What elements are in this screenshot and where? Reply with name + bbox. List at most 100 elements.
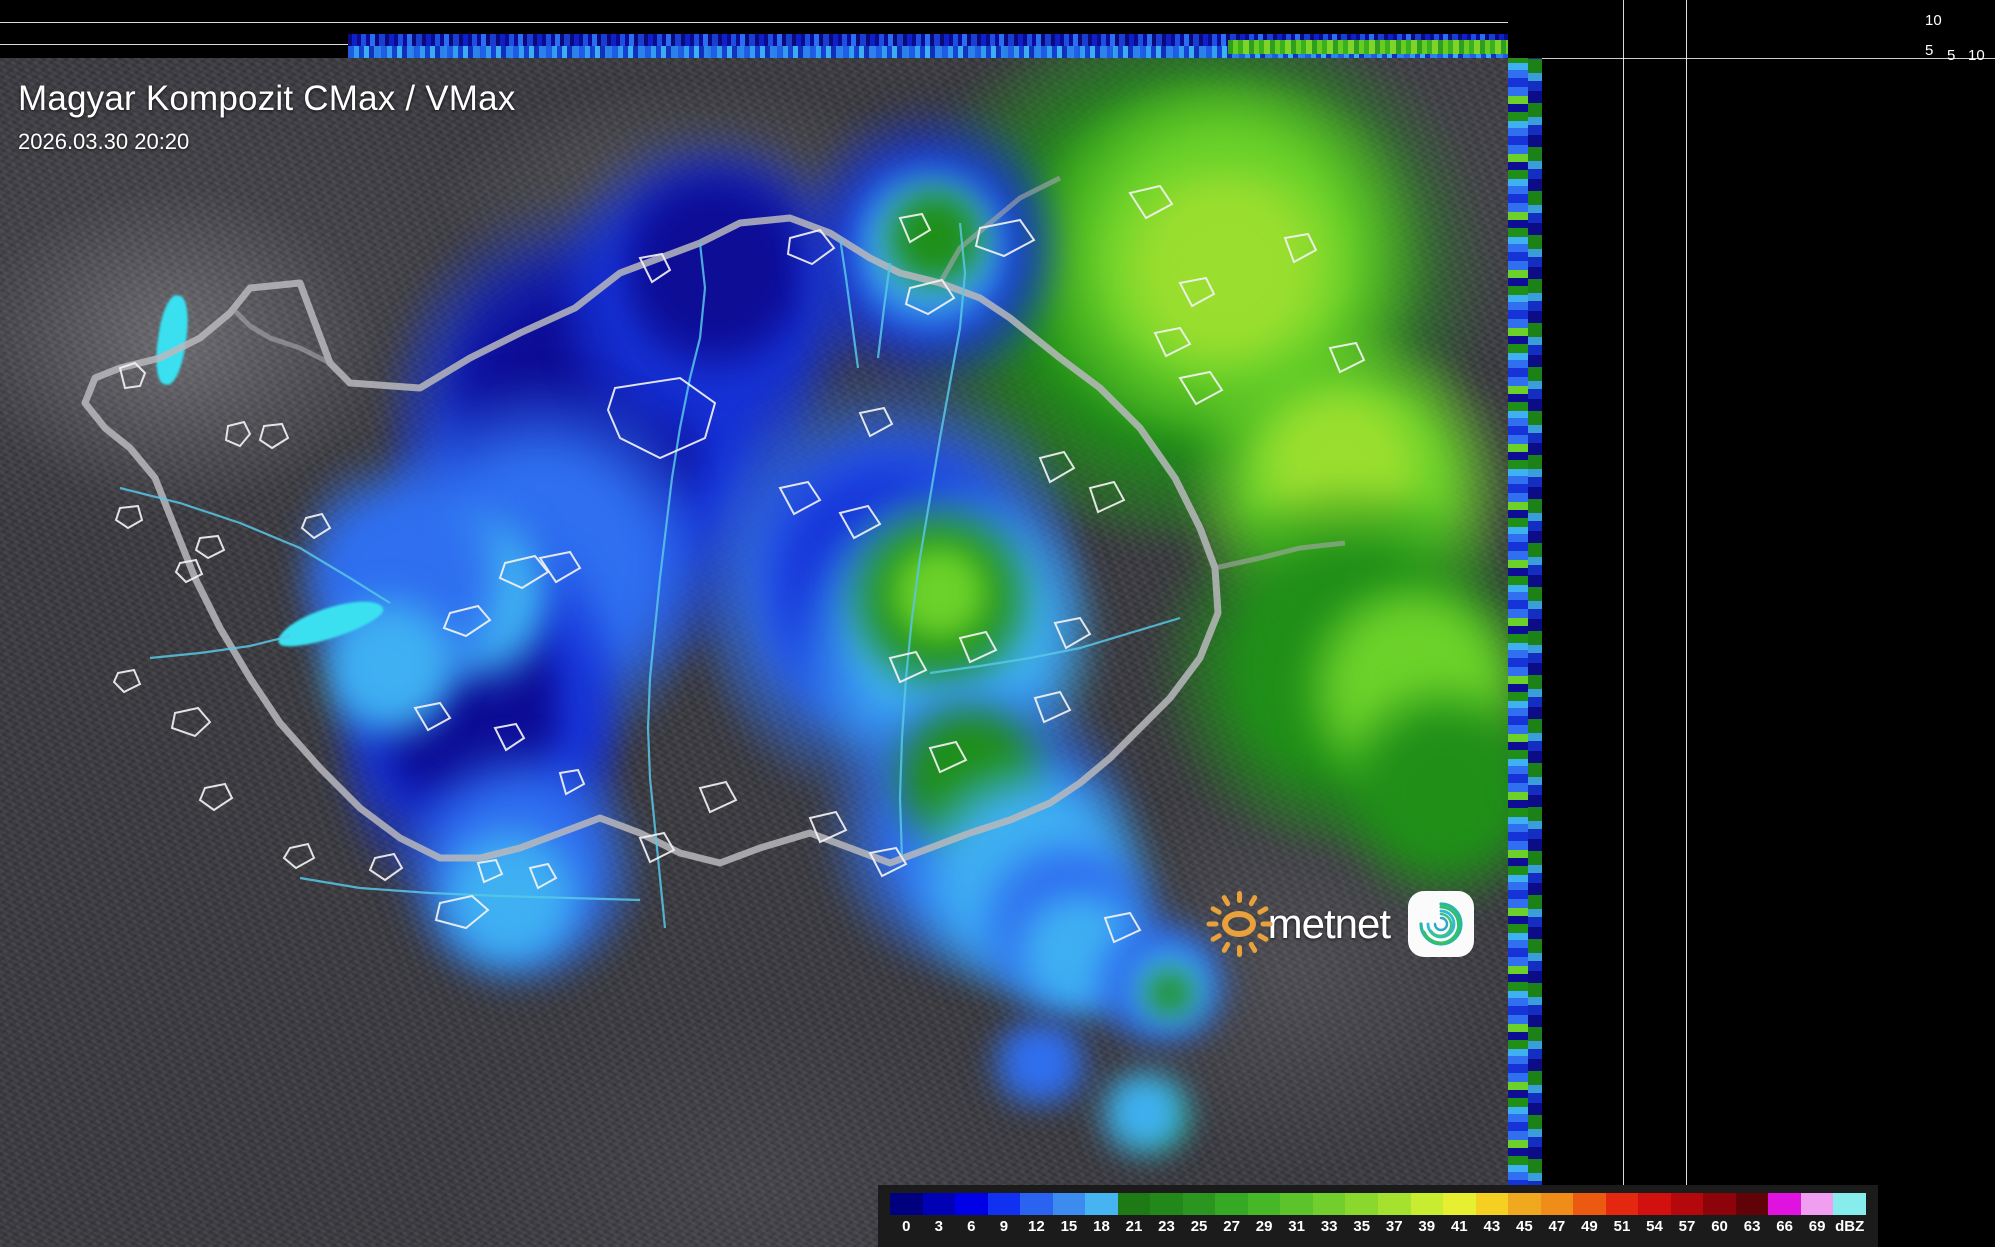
scale-tick-label: 49 [1581,1218,1598,1235]
sun-ray [1247,940,1258,954]
color-swatch [1247,1193,1281,1215]
xsec-band-green [1228,40,1508,54]
right-gridline-10km [1686,0,1687,1247]
scale-tick-label: 25 [1190,1218,1208,1235]
right-panel-top-rule [1508,58,1995,59]
color-swatch [1735,1193,1769,1215]
sun-ray [1220,894,1231,908]
scale-tick-label: 60 [1711,1218,1728,1235]
right-cross-section-echo [1508,58,1528,1247]
color-swatch [1345,1193,1378,1215]
color-swatch [890,1193,923,1215]
color-swatch [1410,1193,1444,1215]
color-swatch [1508,1193,1541,1215]
sun-ray [1247,894,1258,908]
xsec-band-lightblue [348,46,1508,58]
top-cross-section-echo [348,34,1508,58]
color-swatch [922,1193,956,1215]
scale-tick-label: 23 [1158,1218,1175,1235]
right-cross-section-panel [1508,0,1995,1247]
page-title: Magyar Kompozit CMax / VMax [18,79,516,118]
scale-tick-label: 9 [999,1218,1009,1235]
spiral-glyph [1419,902,1463,946]
radar-echo-layer [0,58,1508,1247]
color-swatch [1573,1193,1606,1215]
scale-tick-label: 15 [1060,1218,1078,1235]
scale-tick-label: 66 [1776,1218,1793,1235]
color-swatch [1670,1193,1704,1215]
scale-tick-label: 41 [1450,1218,1468,1235]
sun-ray [1209,905,1223,916]
sun-ray [1236,891,1242,903]
sun-ray [1260,921,1273,927]
color-swatch [1280,1193,1313,1215]
color-swatch [1312,1193,1346,1215]
axis-label-10km-horizontal: 10 [1968,47,1985,64]
axis-label-5km-horizontal: 5 [1947,47,1956,64]
color-swatch [1475,1193,1509,1215]
scale-tick-label: 47 [1548,1218,1566,1235]
scale-tick-label: 27 [1223,1218,1240,1235]
header: Magyar Kompozit CMax / VMax 2026.03.30 2… [18,79,516,155]
color-swatch [1443,1193,1476,1215]
color-swatch [1800,1193,1834,1215]
scale-tick-label: 0 [902,1218,911,1235]
scale-tick-label: 6 [967,1218,976,1235]
scale-tick-label: 35 [1353,1218,1371,1235]
sun-ray [1209,932,1223,943]
top-gridline-10km [0,22,1995,23]
scale-tick-label: 63 [1743,1218,1761,1235]
spiral-icon[interactable] [1408,891,1474,957]
scale-tick-label: dBZ [1835,1218,1865,1235]
scale-tick-label: 37 [1385,1218,1403,1235]
axis-label-5km-vertical: 5 [1925,42,1934,59]
sun-icon [1206,891,1273,957]
color-swatch [955,1193,988,1215]
color-swatch [1215,1193,1248,1215]
scale-tick-label: 3 [934,1218,943,1235]
color-swatch [1605,1193,1639,1215]
sun-ray [1206,921,1219,927]
scale-tick-label: 21 [1125,1218,1143,1235]
color-swatch [1052,1193,1086,1215]
color-swatch [1085,1193,1118,1215]
color-swatch [1377,1193,1411,1215]
sun-ray [1236,945,1242,957]
scale-tick-label: 54 [1646,1218,1663,1235]
scale-tick-label: 51 [1613,1218,1631,1235]
metnet-wordmark: metnet [1267,900,1391,947]
color-swatch [1638,1193,1671,1215]
axis-label-10km-vertical: 10 [1925,12,1942,29]
scale-tick-label: 31 [1288,1218,1305,1235]
color-swatch [1768,1193,1801,1215]
color-swatch [1833,1193,1866,1215]
scale-tick-label: 29 [1255,1218,1273,1235]
scale-tick-label: 43 [1483,1218,1501,1235]
right-cross-section-echo-secondary [1528,58,1542,1247]
radar-map[interactable]: Magyar Kompozit CMax / VMax 2026.03.30 2… [0,58,1508,1247]
color-swatch [1117,1193,1151,1215]
timestamp: 2026.03.30 20:20 [18,128,190,154]
scale-tick-label: 69 [1808,1218,1826,1235]
scale-tick-label: 12 [1028,1218,1045,1235]
color-scale-labels: 0 3 6 9 12 15 18 21 23 25 27 29 31 33 35 37 39 41 43 45 47 49… [890,1218,1866,1235]
color-swatch [1703,1193,1736,1215]
scale-tick-label: 39 [1418,1218,1436,1235]
scale-tick-label: 57 [1678,1218,1696,1235]
scale-tick-label: 33 [1320,1218,1338,1235]
sun-ray [1256,932,1269,943]
sun-ray [1220,940,1231,954]
dbz-color-scale: 0 3 6 9 12 15 18 21 23 25 27 29 31 33 35 37 39 41 43 45 47 49… [878,1185,1878,1247]
sun-ray [1256,905,1269,916]
scale-tick-label: 18 [1093,1218,1110,1235]
color-swatch [987,1193,1021,1215]
color-swatch [1540,1193,1574,1215]
scale-tick-label: 45 [1516,1218,1533,1235]
right-gridline-5km [1623,0,1624,1247]
color-swatch [1182,1193,1216,1215]
metnet-logo[interactable]: metnet [1206,891,1474,957]
color-swatch [1020,1193,1053,1215]
color-scale-bar [890,1193,1866,1215]
color-swatch [1150,1193,1183,1215]
